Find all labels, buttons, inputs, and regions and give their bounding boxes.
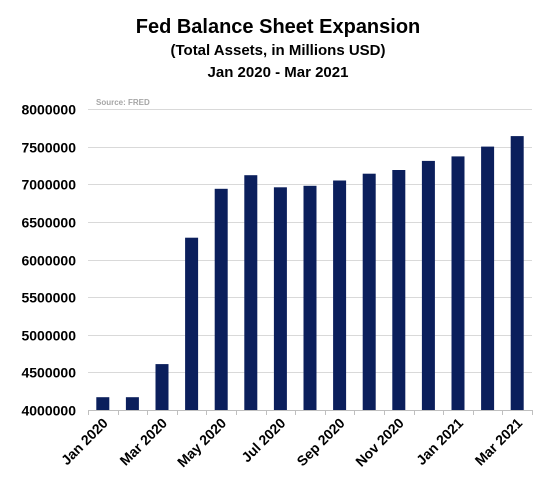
y-tick-label: 6500000 (21, 215, 76, 231)
y-tick-label: 7500000 (21, 140, 76, 156)
bar (333, 180, 347, 410)
bar (421, 160, 435, 410)
bar (273, 187, 287, 410)
bar (510, 136, 524, 410)
x-tick-labels: Jan 2020 Mar 2020 May 2020 Jul 2020 Sep 2020… (58, 415, 526, 471)
axes (88, 410, 533, 415)
chart-title: Fed Balance Sheet Expansion (135, 16, 421, 38)
bar (96, 397, 110, 410)
bars (96, 136, 524, 410)
y-tick-label: 4500000 (21, 365, 76, 381)
x-tick-label: Mar 2021 (472, 415, 526, 469)
x-tick-label: Nov 2020 (352, 415, 407, 470)
bar (392, 170, 406, 410)
x-tick-label: Jan 2020 (58, 415, 111, 468)
y-tick-label: 8000000 (21, 102, 76, 118)
y-tick-label: 5500000 (21, 290, 76, 306)
chart-subtitle-line-1: (Total Assets, in Millions USD) (170, 42, 386, 59)
source-note: Source: FRED (96, 98, 150, 107)
y-tick-label: 4000000 (21, 403, 76, 419)
x-tick-label: May 2020 (174, 415, 229, 470)
bar (362, 173, 376, 410)
bar (125, 397, 139, 410)
bar (481, 146, 495, 410)
x-tick-label: Mar 2020 (116, 415, 170, 469)
bar (244, 175, 258, 410)
bar (214, 188, 228, 410)
y-tick-label: 7000000 (21, 177, 76, 193)
bar (451, 156, 465, 410)
chart-titles: Fed Balance Sheet Expansion (Total Asset… (0, 14, 556, 84)
bar (185, 237, 199, 410)
x-tick-label: Jul 2020 (238, 415, 289, 466)
x-tick-label: Jan 2021 (413, 415, 466, 468)
chart-subtitle-line-2: Jan 2020 - Mar 2021 (207, 64, 349, 81)
y-tick-labels: 4000000 4500000 5000000 5500000 6000000 65000… (21, 102, 76, 419)
y-tick-label: 6000000 (21, 253, 76, 269)
x-tick-label: Sep 2020 (293, 415, 347, 469)
bar (303, 185, 317, 410)
bar (155, 364, 169, 410)
y-tick-label: 5000000 (21, 328, 76, 344)
